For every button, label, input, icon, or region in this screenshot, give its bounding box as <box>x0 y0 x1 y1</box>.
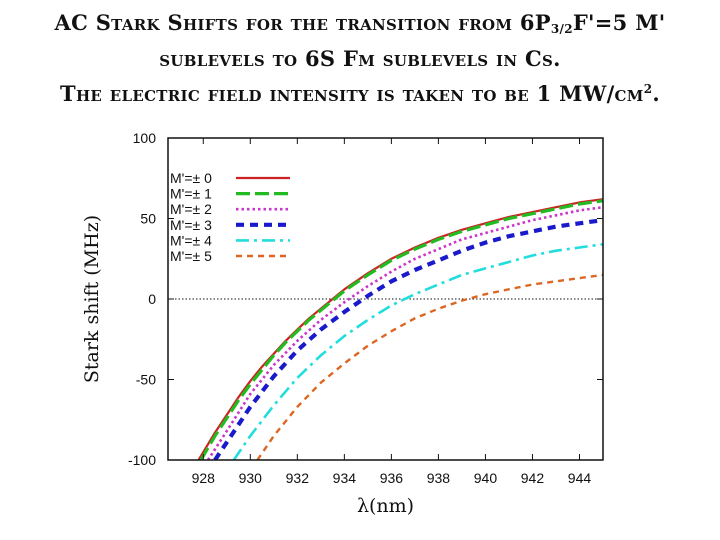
title-superscript: 2 <box>643 82 653 96</box>
legend-label-m4: M'=± 4 <box>170 232 212 248</box>
y-tick-label: 50 <box>140 211 156 227</box>
title-subscript: 3/2 <box>550 22 573 36</box>
title-line-1-tail: F'=5 M' <box>572 10 666 35</box>
series-line-m4 <box>232 243 603 460</box>
legend-label-m2: M'=± 2 <box>170 201 212 217</box>
title-line-1-text: AC Stark Shifts for the transition from … <box>54 10 551 35</box>
title-line-3-text: The electric field intensity is taken to… <box>60 81 644 106</box>
legend-label-m5: M'=± 5 <box>170 248 212 264</box>
title-line-3: The electric field intensity is taken to… <box>0 74 720 109</box>
x-tick-label: 928 <box>192 470 216 486</box>
legend: M'=± 0M'=± 1M'=± 2M'=± 3M'=± 4M'=± 5 <box>170 170 290 264</box>
x-tick-label: 940 <box>474 470 498 486</box>
legend-label-m3: M'=± 3 <box>170 217 212 233</box>
legend-label-m0: M'=± 0 <box>170 170 212 186</box>
title-line-2: sublevels to 6S Fm sublevels in Cs. <box>159 46 561 71</box>
y-axis-title: Stark shift (MHz) <box>81 215 103 383</box>
series-line-m5 <box>256 273 603 460</box>
y-tick-label: -50 <box>136 372 156 388</box>
x-tick-label: 934 <box>333 470 357 486</box>
ticks-layer: 928 930 932 934 936 938 940 942 944 -100 -50 0 50 100 <box>128 130 603 486</box>
y-tick-label: 0 <box>148 291 156 307</box>
legend-label-m1: M'=± 1 <box>170 186 212 202</box>
x-tick-label: 930 <box>239 470 263 486</box>
series-line-m3 <box>213 218 603 460</box>
x-tick-label: 932 <box>286 470 310 486</box>
x-axis-title: λ(nm) <box>357 495 414 517</box>
series-line-m0 <box>197 198 603 460</box>
slide-title: AC Stark Shifts for the transition from … <box>0 8 720 109</box>
series-line-m1 <box>199 199 603 460</box>
x-tick-label: 942 <box>521 470 545 486</box>
x-tick-label: 944 <box>568 470 592 486</box>
y-tick-label: -100 <box>128 452 156 468</box>
x-tick-label: 936 <box>380 470 404 486</box>
x-tick-label: 938 <box>427 470 451 486</box>
title-line-1: AC Stark Shifts for the transition from … <box>0 8 720 44</box>
title-line-3-tail: . <box>652 81 660 106</box>
y-tick-label: 100 <box>133 130 157 146</box>
series-line-m2 <box>206 205 603 460</box>
series-layer <box>197 198 603 460</box>
